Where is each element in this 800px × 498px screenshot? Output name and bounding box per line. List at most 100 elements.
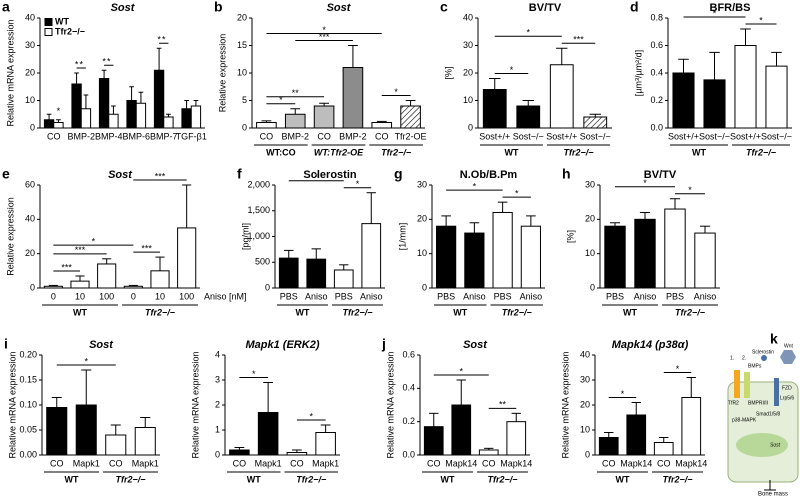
y-tick-label: 0.8: [650, 12, 663, 22]
bar: [478, 449, 499, 456]
bar: [664, 208, 686, 289]
legend-swatch: [44, 18, 53, 26]
bar: [135, 102, 147, 129]
x-tick-label: CO: [657, 458, 671, 468]
y-axis-label: Relative mRNA expression: [560, 351, 570, 458]
diagram-label: p38-MAPK: [732, 417, 757, 423]
significance-label: *: [713, 8, 717, 18]
y-tick-label: 0.0: [650, 122, 663, 132]
chart-title: Sost: [327, 2, 352, 14]
x-tick-label: Sost−/−: [699, 131, 730, 141]
significance-label: *: [157, 35, 161, 45]
y-tick-label: 1,500: [247, 205, 270, 215]
y-tick-label: 30: [585, 179, 595, 189]
x-tick-label: PBS: [335, 291, 353, 301]
x-tick-label: Sost+/+: [479, 131, 510, 141]
y-tick-label: 20: [463, 67, 473, 77]
x-tick-label: CO: [47, 131, 61, 141]
diagram-label: Lrp5/6: [780, 395, 794, 401]
group-label: WT: [616, 474, 630, 484]
x-tick-label: Mapk1: [312, 458, 339, 468]
bar: [181, 108, 192, 129]
y-tick-label: 40: [25, 214, 35, 224]
bar: [306, 258, 327, 289]
legend-label: Tfr2−/−: [55, 26, 85, 36]
y-tick-label: 10: [585, 248, 595, 258]
significance-label: ***: [75, 245, 86, 255]
significance-label: *: [57, 106, 61, 116]
y-axis-label: Relative mRNA expression: [5, 19, 15, 126]
diagram-label: Sclerostin: [752, 349, 774, 355]
bar: [177, 227, 197, 289]
group-label: Tfr2−/−: [662, 474, 693, 484]
significance-label: *: [322, 25, 326, 35]
panel-letter: i: [4, 336, 8, 352]
chart-title: Sclerostin: [303, 169, 356, 181]
nucleus: [736, 433, 788, 457]
group-label: WT: [247, 474, 261, 484]
x-tick-label: CO: [317, 131, 331, 141]
chart-title: BFR/BS: [710, 2, 751, 14]
receptor: [744, 372, 750, 398]
significance-label: *: [309, 411, 313, 421]
y-tick-label: 4: [215, 349, 220, 359]
y-tick-label: 0: [468, 122, 473, 132]
x-tick-label: CO: [290, 458, 304, 468]
x-tick-label: Sost+/+: [668, 131, 699, 141]
group-label: WT: [441, 474, 455, 484]
y-tick-label: 5: [242, 95, 247, 105]
bar: [333, 269, 354, 289]
y-tick-label: 0: [590, 282, 595, 292]
bar: [43, 119, 55, 129]
x-tick-label: Mapk14: [675, 458, 707, 468]
bar: [163, 116, 174, 129]
x-tick-label: 0: [131, 291, 136, 301]
y-tick-label: 0.0: [402, 449, 415, 459]
y-tick-label: 0.4: [402, 383, 415, 393]
x-tick-label: Mapk14: [620, 458, 652, 468]
significance-label: *: [356, 179, 360, 189]
x-tick-label: 100: [179, 291, 194, 301]
bar: [520, 225, 541, 289]
group-label: Tfr2−/−: [563, 147, 594, 157]
y-tick-label: 0.6: [402, 349, 415, 359]
x-tick-label: CO: [260, 131, 274, 141]
significance-label: *: [510, 65, 514, 75]
y-tick-label: 30: [463, 40, 473, 50]
significance-label: *: [84, 356, 88, 366]
significance-label: ***: [141, 243, 152, 253]
legend-swatch: [44, 28, 53, 36]
bar: [703, 79, 726, 129]
significance-label: ***: [155, 171, 166, 181]
group-label: Tfr2−/−: [487, 474, 518, 484]
bar: [464, 232, 485, 289]
bar: [634, 218, 656, 289]
bar: [284, 113, 306, 129]
significance-label: **: [499, 400, 507, 410]
x-tick-label: Aniso: [360, 291, 383, 301]
x-tick-label: 100: [99, 291, 114, 301]
y-tick-label: 20: [25, 67, 35, 77]
bar: [229, 449, 250, 456]
group-label: WT: [453, 307, 467, 317]
significance-label: *: [92, 236, 96, 246]
y-tick-label: 30: [580, 374, 590, 384]
group-label: WT: [692, 147, 706, 157]
y-axis-label: [%]: [443, 66, 453, 79]
bar: [626, 414, 647, 456]
bar: [98, 78, 110, 129]
significance-label: *: [515, 189, 519, 199]
x-tick-label: Aniso: [520, 291, 543, 301]
significance-label: *: [314, 172, 318, 182]
x-tick-label: CO: [427, 458, 441, 468]
y-tick-label: 0: [265, 282, 270, 292]
bar: [516, 105, 541, 129]
x-tick-label: Aniso: [634, 291, 657, 301]
bar: [190, 105, 202, 129]
x-tick-label: BMP-7: [150, 131, 178, 141]
bar: [70, 280, 90, 289]
x-tick-label: PBS: [437, 291, 455, 301]
x-tick-label: Mapk14: [500, 458, 532, 468]
x-tick-label: Aniso: [463, 291, 486, 301]
y-tick-label: 20: [25, 248, 35, 258]
